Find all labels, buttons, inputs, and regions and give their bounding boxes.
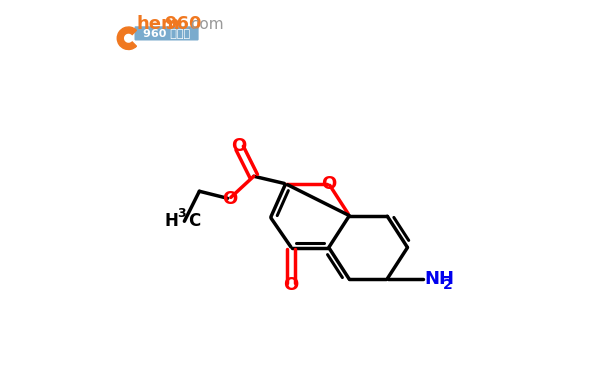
- Text: O: O: [284, 276, 299, 294]
- Text: 2: 2: [443, 278, 453, 292]
- FancyBboxPatch shape: [134, 26, 198, 40]
- Text: O: O: [231, 137, 246, 155]
- Text: .com: .com: [186, 17, 223, 32]
- Text: 3: 3: [177, 207, 185, 220]
- Text: 960 化工网: 960 化工网: [143, 28, 190, 38]
- Text: hem: hem: [137, 15, 180, 33]
- Text: O: O: [321, 175, 336, 193]
- Text: H: H: [165, 212, 178, 230]
- Wedge shape: [117, 27, 137, 50]
- Text: O: O: [222, 190, 237, 208]
- Text: C: C: [188, 212, 200, 230]
- Text: NH: NH: [424, 270, 454, 288]
- Text: 960: 960: [164, 15, 201, 33]
